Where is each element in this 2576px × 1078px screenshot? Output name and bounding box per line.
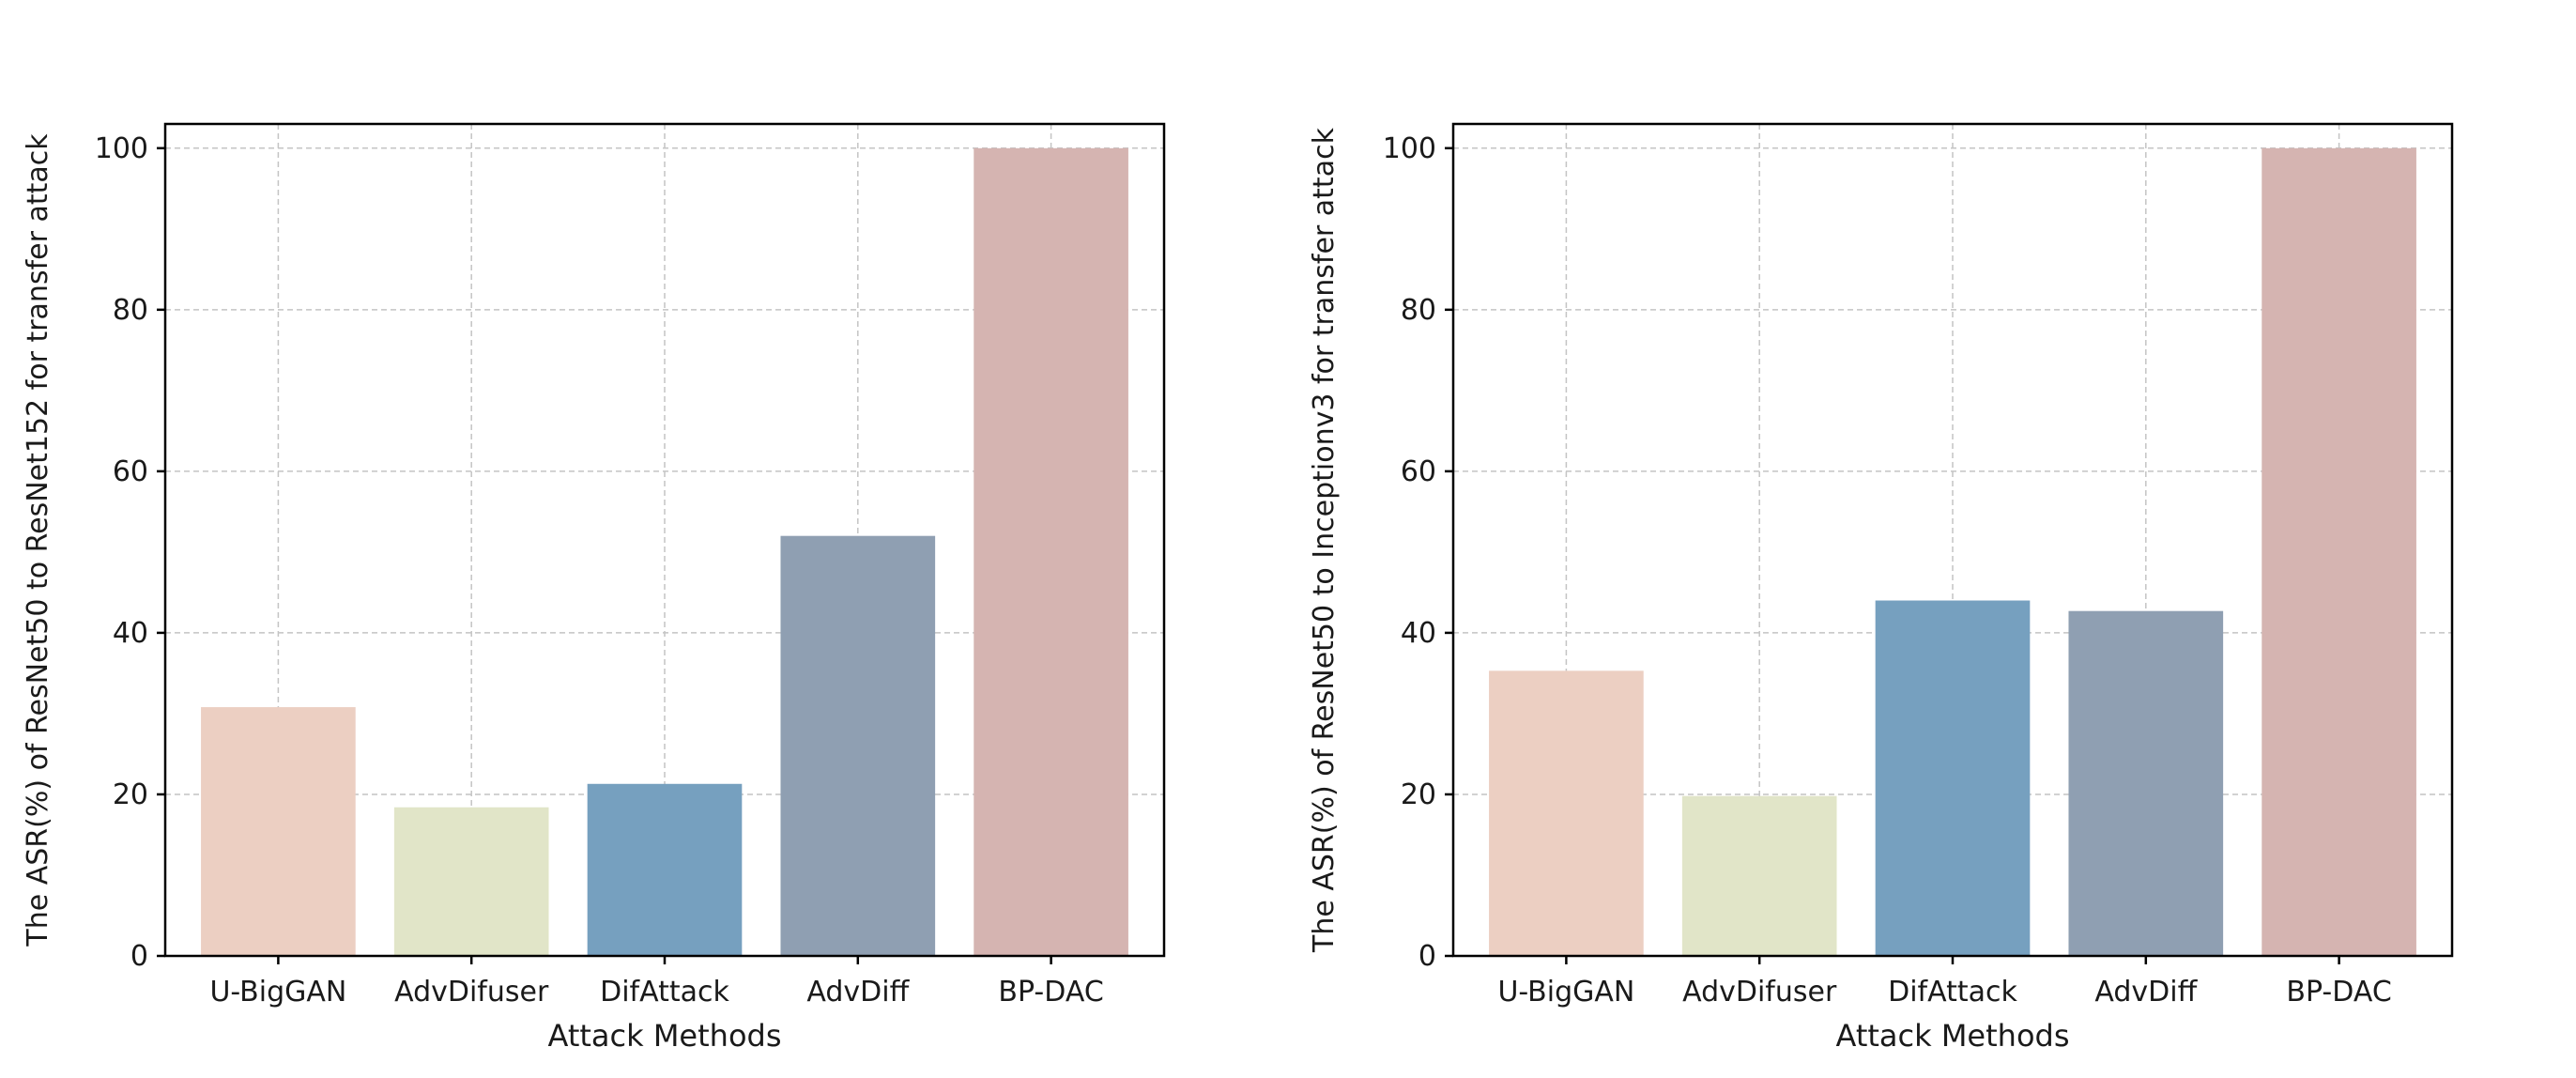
y-tick-label: 0 xyxy=(130,940,148,973)
bar-difattack xyxy=(1875,600,2031,956)
y-tick-label: 0 xyxy=(1418,940,1436,973)
bar-u-biggan xyxy=(201,707,356,956)
x-axis-title: Attack Methods xyxy=(547,1018,781,1054)
x-tick-label: BP-DAC xyxy=(998,976,1103,1009)
x-tick-label: AdvDiff xyxy=(806,976,910,1009)
bar-advdiff xyxy=(2068,610,2224,956)
chart-panel-2: 0 20 40 60 80 100 U-BigGAN AdvDifuser DifAttack A… xyxy=(1308,122,2454,1054)
y-axis-title: The ASR(%) of ResNet50 to ResNet152 for … xyxy=(22,133,54,947)
bar-advdifuser xyxy=(1681,795,1837,956)
x-tick-label: AdvDifuser xyxy=(1682,976,1837,1009)
y-tick-label: 80 xyxy=(1401,294,1436,327)
y-tick-label: 40 xyxy=(113,617,148,650)
y-tick-label: 100 xyxy=(95,132,148,165)
bar-advdifuser xyxy=(393,807,549,956)
bar-bp-dac xyxy=(974,147,1128,956)
x-tick-label: AdvDifuser xyxy=(394,976,549,1009)
bar-u-biggan xyxy=(1489,670,1644,956)
x-tick-label: BP-DAC xyxy=(2286,976,2391,1009)
y-tick-label: 80 xyxy=(113,294,148,327)
bar-bp-dac xyxy=(2262,147,2416,956)
y-tick-label: 60 xyxy=(113,455,148,488)
y-axis-title: The ASR(%) of ResNet50 to Inceptionv3 fo… xyxy=(1308,127,1341,953)
x-tick-label: DifAttack xyxy=(600,976,729,1009)
y-tick-label: 20 xyxy=(1401,778,1436,811)
x-tick-label: U-BigGAN xyxy=(1497,976,1634,1009)
chart-panel-1: 0 20 40 60 80 100 U-BigGAN AdvDifuser DifAttack A… xyxy=(22,122,1166,1054)
x-tick-label: AdvDiff xyxy=(2094,976,2198,1009)
y-tick-label: 60 xyxy=(1401,455,1436,488)
bar-difattack xyxy=(587,783,743,956)
bar-advdiff xyxy=(780,535,936,956)
y-tick-label: 100 xyxy=(1383,132,1436,165)
x-tick-label: U-BigGAN xyxy=(209,976,346,1009)
x-tick-label: DifAttack xyxy=(1888,976,2017,1009)
y-tick-label: 20 xyxy=(113,778,148,811)
x-axis-title: Attack Methods xyxy=(1835,1018,2069,1054)
y-tick-label: 40 xyxy=(1401,617,1436,650)
